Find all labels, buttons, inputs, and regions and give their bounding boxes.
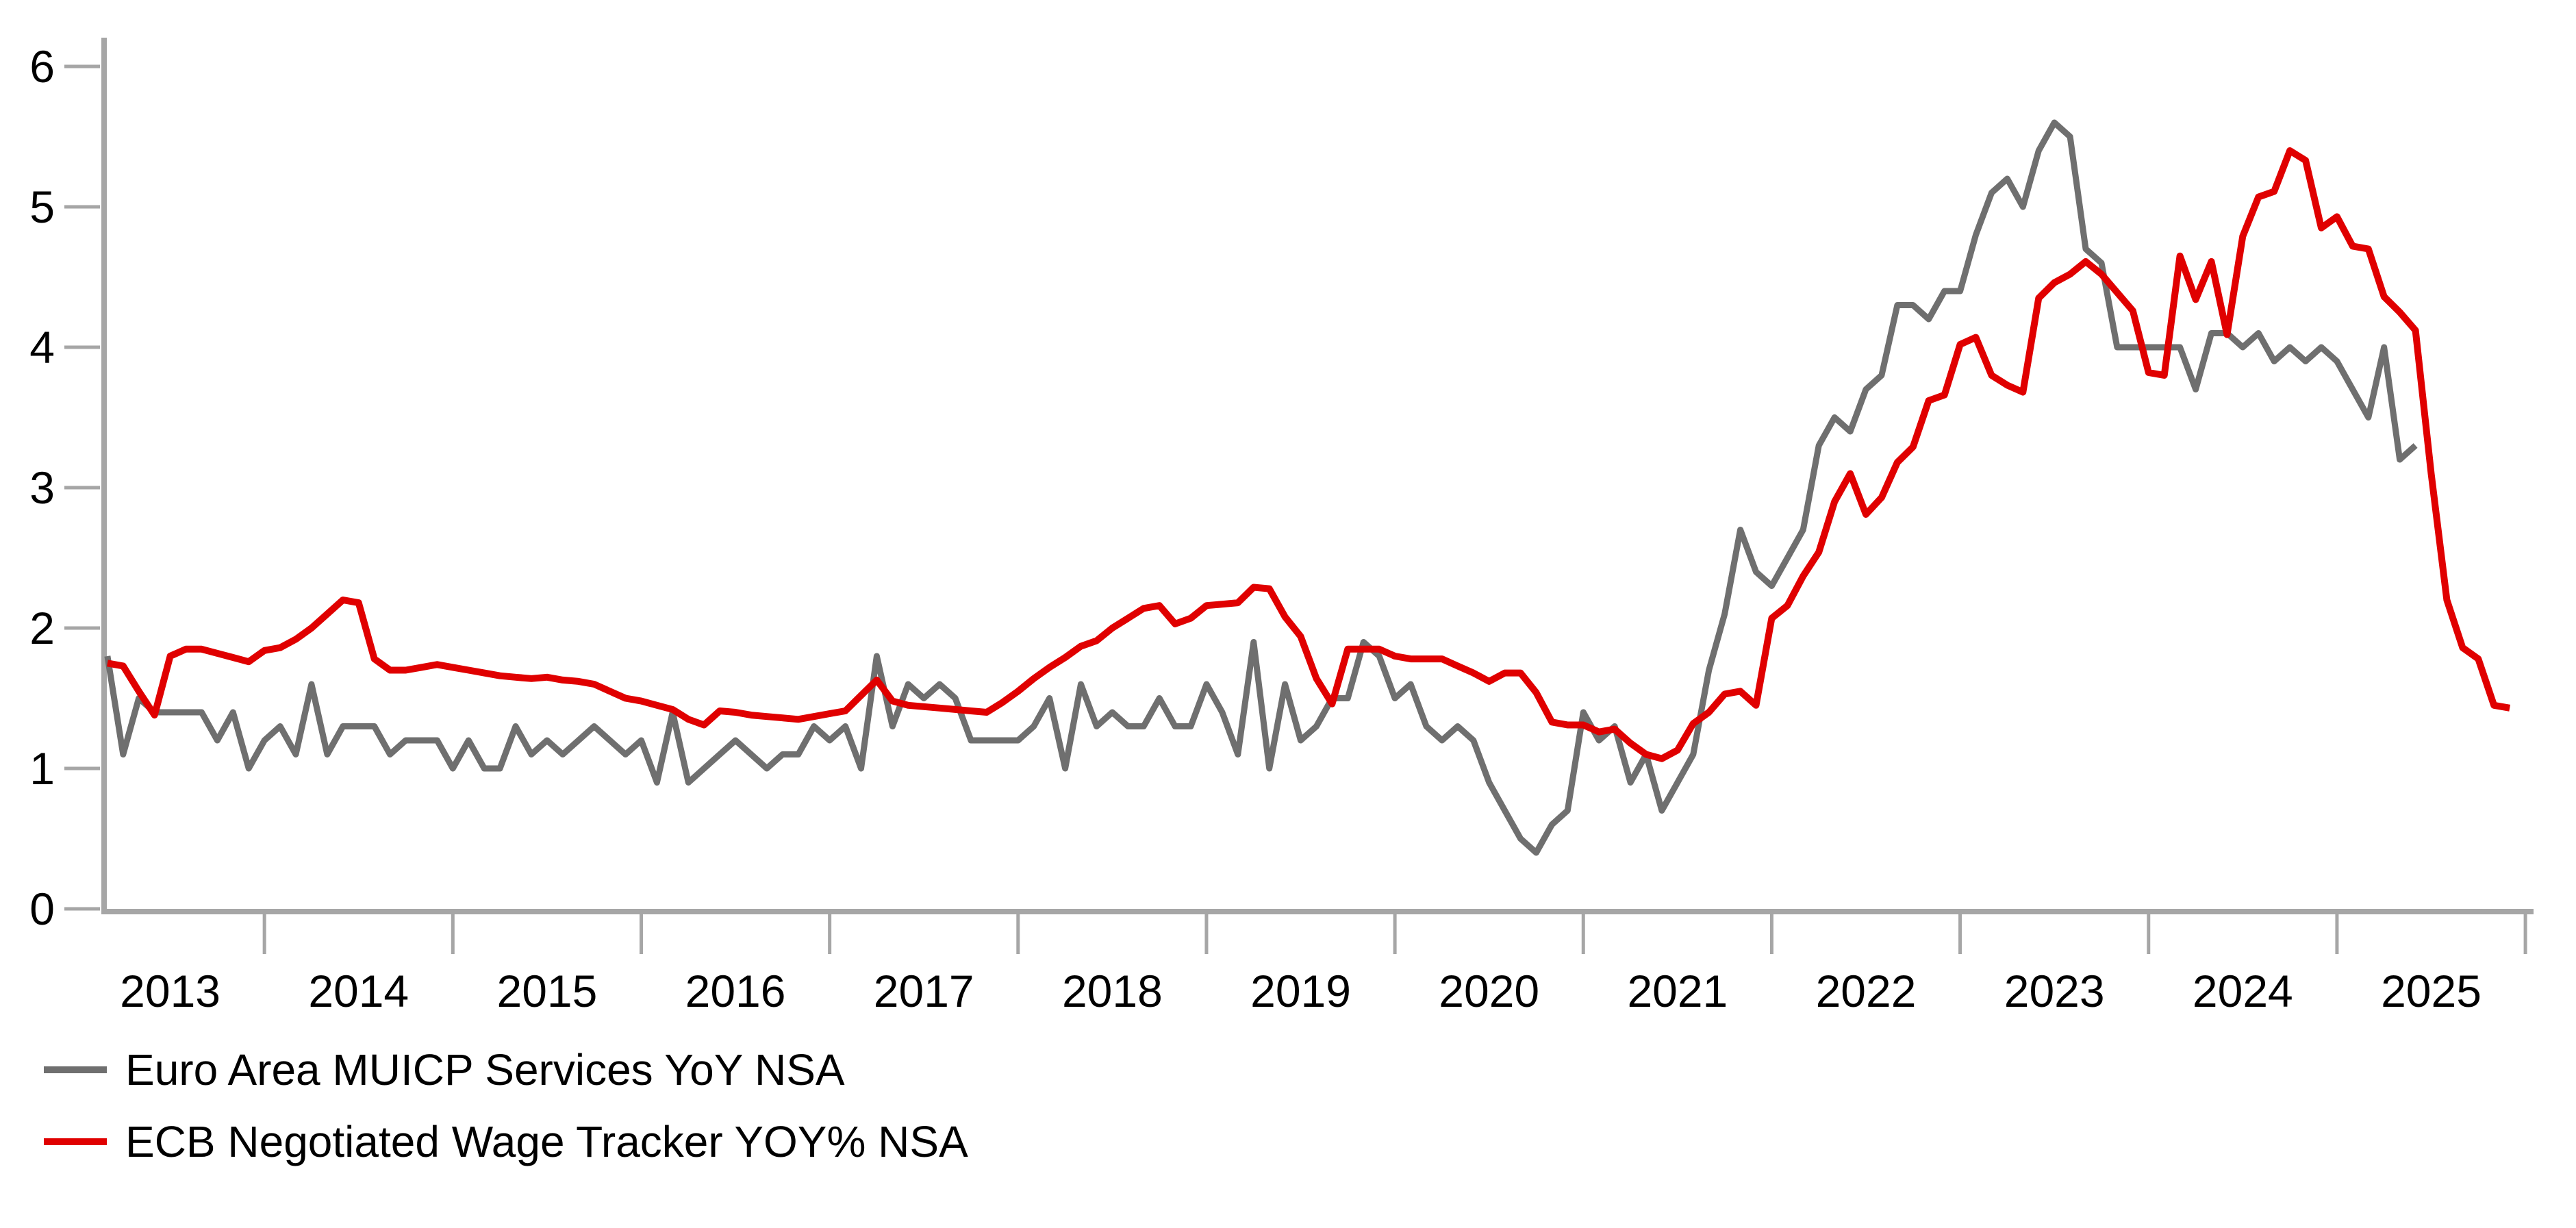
x-year-label: 2021 (1627, 966, 1728, 1016)
x-year-label: 2014 (308, 966, 409, 1016)
series-line-services (104, 119, 2418, 856)
legend-label: Euro Area MUICP Services YoY NSA (125, 1045, 845, 1094)
x-year-label: 2024 (2193, 966, 2293, 1016)
x-year-label: 2023 (2004, 966, 2105, 1016)
x-year-label: 2019 (1250, 966, 1351, 1016)
x-year-label: 2017 (874, 966, 974, 1016)
x-axis-ticks: 2013 2014 2015 2016 2017 2018 2019 2020 2021 2022… (120, 914, 2527, 1016)
y-tick-label: 5 (29, 181, 55, 232)
x-year-label: 2025 (2381, 966, 2482, 1016)
y-tick-label: 1 (29, 743, 55, 794)
x-year-label: 2020 (1439, 966, 1539, 1016)
x-year-label: 2016 (685, 966, 786, 1016)
legend: Euro Area MUICP Services YoY NSA ECB Nego… (44, 1045, 968, 1166)
x-year-label: 2018 (1062, 966, 1163, 1016)
x-year-label: 2013 (120, 966, 220, 1016)
series-line-wage-tracker (107, 147, 2511, 762)
y-axis-ticks: 0 1 2 3 4 5 6 (29, 41, 100, 934)
y-tick-label: 6 (29, 41, 55, 92)
x-year-label: 2022 (1816, 966, 1917, 1016)
y-tick-label: 3 (29, 462, 55, 513)
x-year-label: 2015 (496, 966, 597, 1016)
axes (101, 38, 2534, 914)
y-tick-label: 4 (29, 322, 55, 373)
series-lines (104, 119, 2511, 856)
y-tick-label: 2 (29, 603, 55, 653)
legend-label: ECB Negotiated Wage Tracker YOY% NSA (125, 1117, 968, 1166)
y-tick-label: 0 (29, 884, 55, 934)
